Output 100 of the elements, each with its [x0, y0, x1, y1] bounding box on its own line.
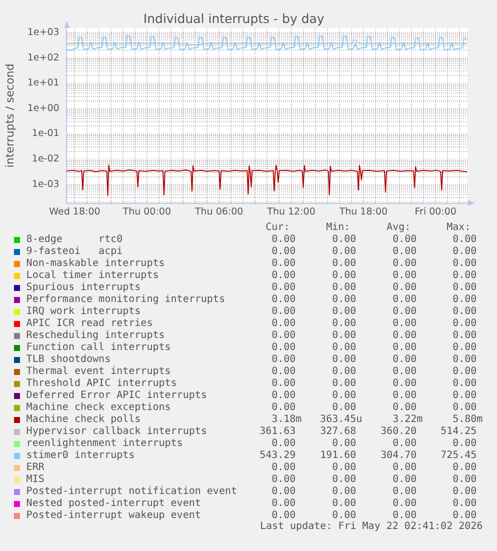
text: 0.00: [272, 270, 296, 281]
legend-label: Deferred Error APIC interrupts: [26, 390, 207, 401]
text: 0.00: [272, 438, 296, 449]
text: 0.00: [332, 486, 356, 497]
text: 360.20: [380, 426, 417, 437]
text: Cur:: [266, 222, 290, 233]
text: 0.00: [452, 234, 477, 245]
text: 725.45: [440, 450, 477, 461]
text: 363.45u: [320, 414, 362, 425]
text: 0.00: [452, 354, 477, 365]
legend-label: Machine check polls: [26, 414, 141, 425]
text: 0.00: [332, 474, 356, 485]
text: Last update: Fri May 22 02:41:02 2026: [260, 521, 483, 532]
text: 0.00: [332, 498, 356, 509]
text: 0.00: [392, 378, 417, 389]
x-tick-label: Thu 18:00: [338, 206, 388, 218]
x-tick-label: Wed 18:00: [49, 206, 100, 218]
text: 0.00: [452, 462, 477, 473]
text: 0.00: [452, 342, 477, 353]
text: 0.00: [452, 282, 477, 293]
text: 0.00: [452, 474, 477, 485]
text: 0.00: [272, 498, 296, 509]
legend-label: stimer0 interrupts: [26, 450, 135, 461]
legend-label: MIS: [26, 474, 44, 485]
y-tick-label: 1e+01: [27, 78, 60, 89]
text: 0.00: [392, 318, 417, 329]
text: 0.00: [392, 258, 417, 269]
y-tick-label: 1e+03: [27, 26, 60, 38]
text: 0.00: [332, 402, 356, 413]
text: 0.00: [452, 402, 477, 413]
text: 0.00: [332, 294, 356, 305]
x-tick-label: Thu 06:00: [194, 206, 244, 218]
text: 0.00: [392, 510, 417, 521]
text: 0.00: [272, 258, 296, 269]
text: 0.00: [272, 402, 296, 413]
text: 0.00: [272, 486, 296, 497]
text: 0.00: [452, 366, 477, 377]
text: Avg:: [386, 222, 411, 233]
text: 3.18m: [272, 414, 302, 425]
legend-label: Nested posted-interrupt event: [26, 498, 201, 509]
text: 0.00: [332, 246, 356, 257]
text: 0.00: [452, 438, 477, 449]
text: 0.00: [452, 390, 477, 401]
legend-label: Threshold APIC interrupts: [26, 378, 177, 389]
text: 0.00: [272, 474, 296, 485]
legend-label: reenlightenment interrupts: [26, 438, 183, 449]
text: 0.00: [272, 318, 296, 329]
text: 0.00: [392, 354, 417, 365]
y-tick-label: 1e-02: [32, 154, 60, 165]
text: 0.00: [392, 246, 417, 257]
text: 0.00: [392, 438, 417, 449]
legend-label: IRQ work interrupts: [26, 306, 141, 317]
legend-label: TLB shootdowns: [26, 354, 111, 365]
legend-label: Hypervisor callback interrupts: [26, 426, 207, 437]
x-tick-label: Thu 12:00: [266, 206, 316, 218]
text: 0.00: [392, 294, 417, 305]
text: 0.00: [272, 342, 296, 353]
text: 0.00: [392, 330, 417, 341]
text: 0.00: [272, 510, 296, 521]
x-tick-label: Fri 00:00: [414, 206, 456, 218]
text: 0.00: [332, 342, 356, 353]
text: 304.70: [380, 450, 417, 461]
text: 0.00: [272, 306, 296, 317]
text: 0.00: [272, 234, 296, 245]
text: 3.22m: [392, 414, 423, 425]
text: 0.00: [332, 354, 356, 365]
text: 0.00: [332, 462, 356, 473]
text: 0.00: [332, 390, 356, 401]
x-tick-label: Thu 00:00: [122, 206, 172, 218]
text: 0.00: [392, 402, 417, 413]
legend-label: 8-edge rtc0: [26, 234, 123, 245]
text: 0.00: [332, 318, 356, 329]
text: 0.00: [452, 330, 477, 341]
text: 0.00: [452, 510, 477, 521]
text: 0.00: [272, 330, 296, 341]
text: 0.00: [332, 282, 356, 293]
legend-label: Rescheduling interrupts: [26, 330, 165, 341]
y-tick-label: 1e+02: [27, 52, 60, 64]
text: 0.00: [272, 390, 296, 401]
legend-label: Spurious interrupts: [26, 282, 141, 293]
text: 327.68: [320, 426, 356, 437]
legend-label: Machine check exceptions: [26, 402, 171, 413]
text: 0.00: [392, 498, 417, 509]
text: 0.00: [332, 258, 356, 269]
text: 543.29: [260, 450, 296, 461]
text: 0.00: [332, 378, 356, 389]
text: 0.00: [452, 270, 477, 281]
chart-title: Individual interrupts - by day: [143, 10, 325, 26]
text: 514.25: [440, 426, 477, 437]
text: Max:: [446, 222, 471, 233]
text: 0.00: [272, 294, 296, 305]
text: 0.00: [332, 270, 356, 281]
text: 0.00: [272, 366, 296, 377]
y-tick-label: 1e-01: [32, 128, 60, 140]
text: 0.00: [392, 486, 417, 497]
y-tick-label: 1e+00: [27, 102, 60, 114]
text: 0.00: [332, 234, 356, 245]
text: 0.00: [332, 366, 356, 377]
legend-label: Function call interrupts: [26, 342, 171, 353]
text: Min:: [326, 222, 350, 233]
